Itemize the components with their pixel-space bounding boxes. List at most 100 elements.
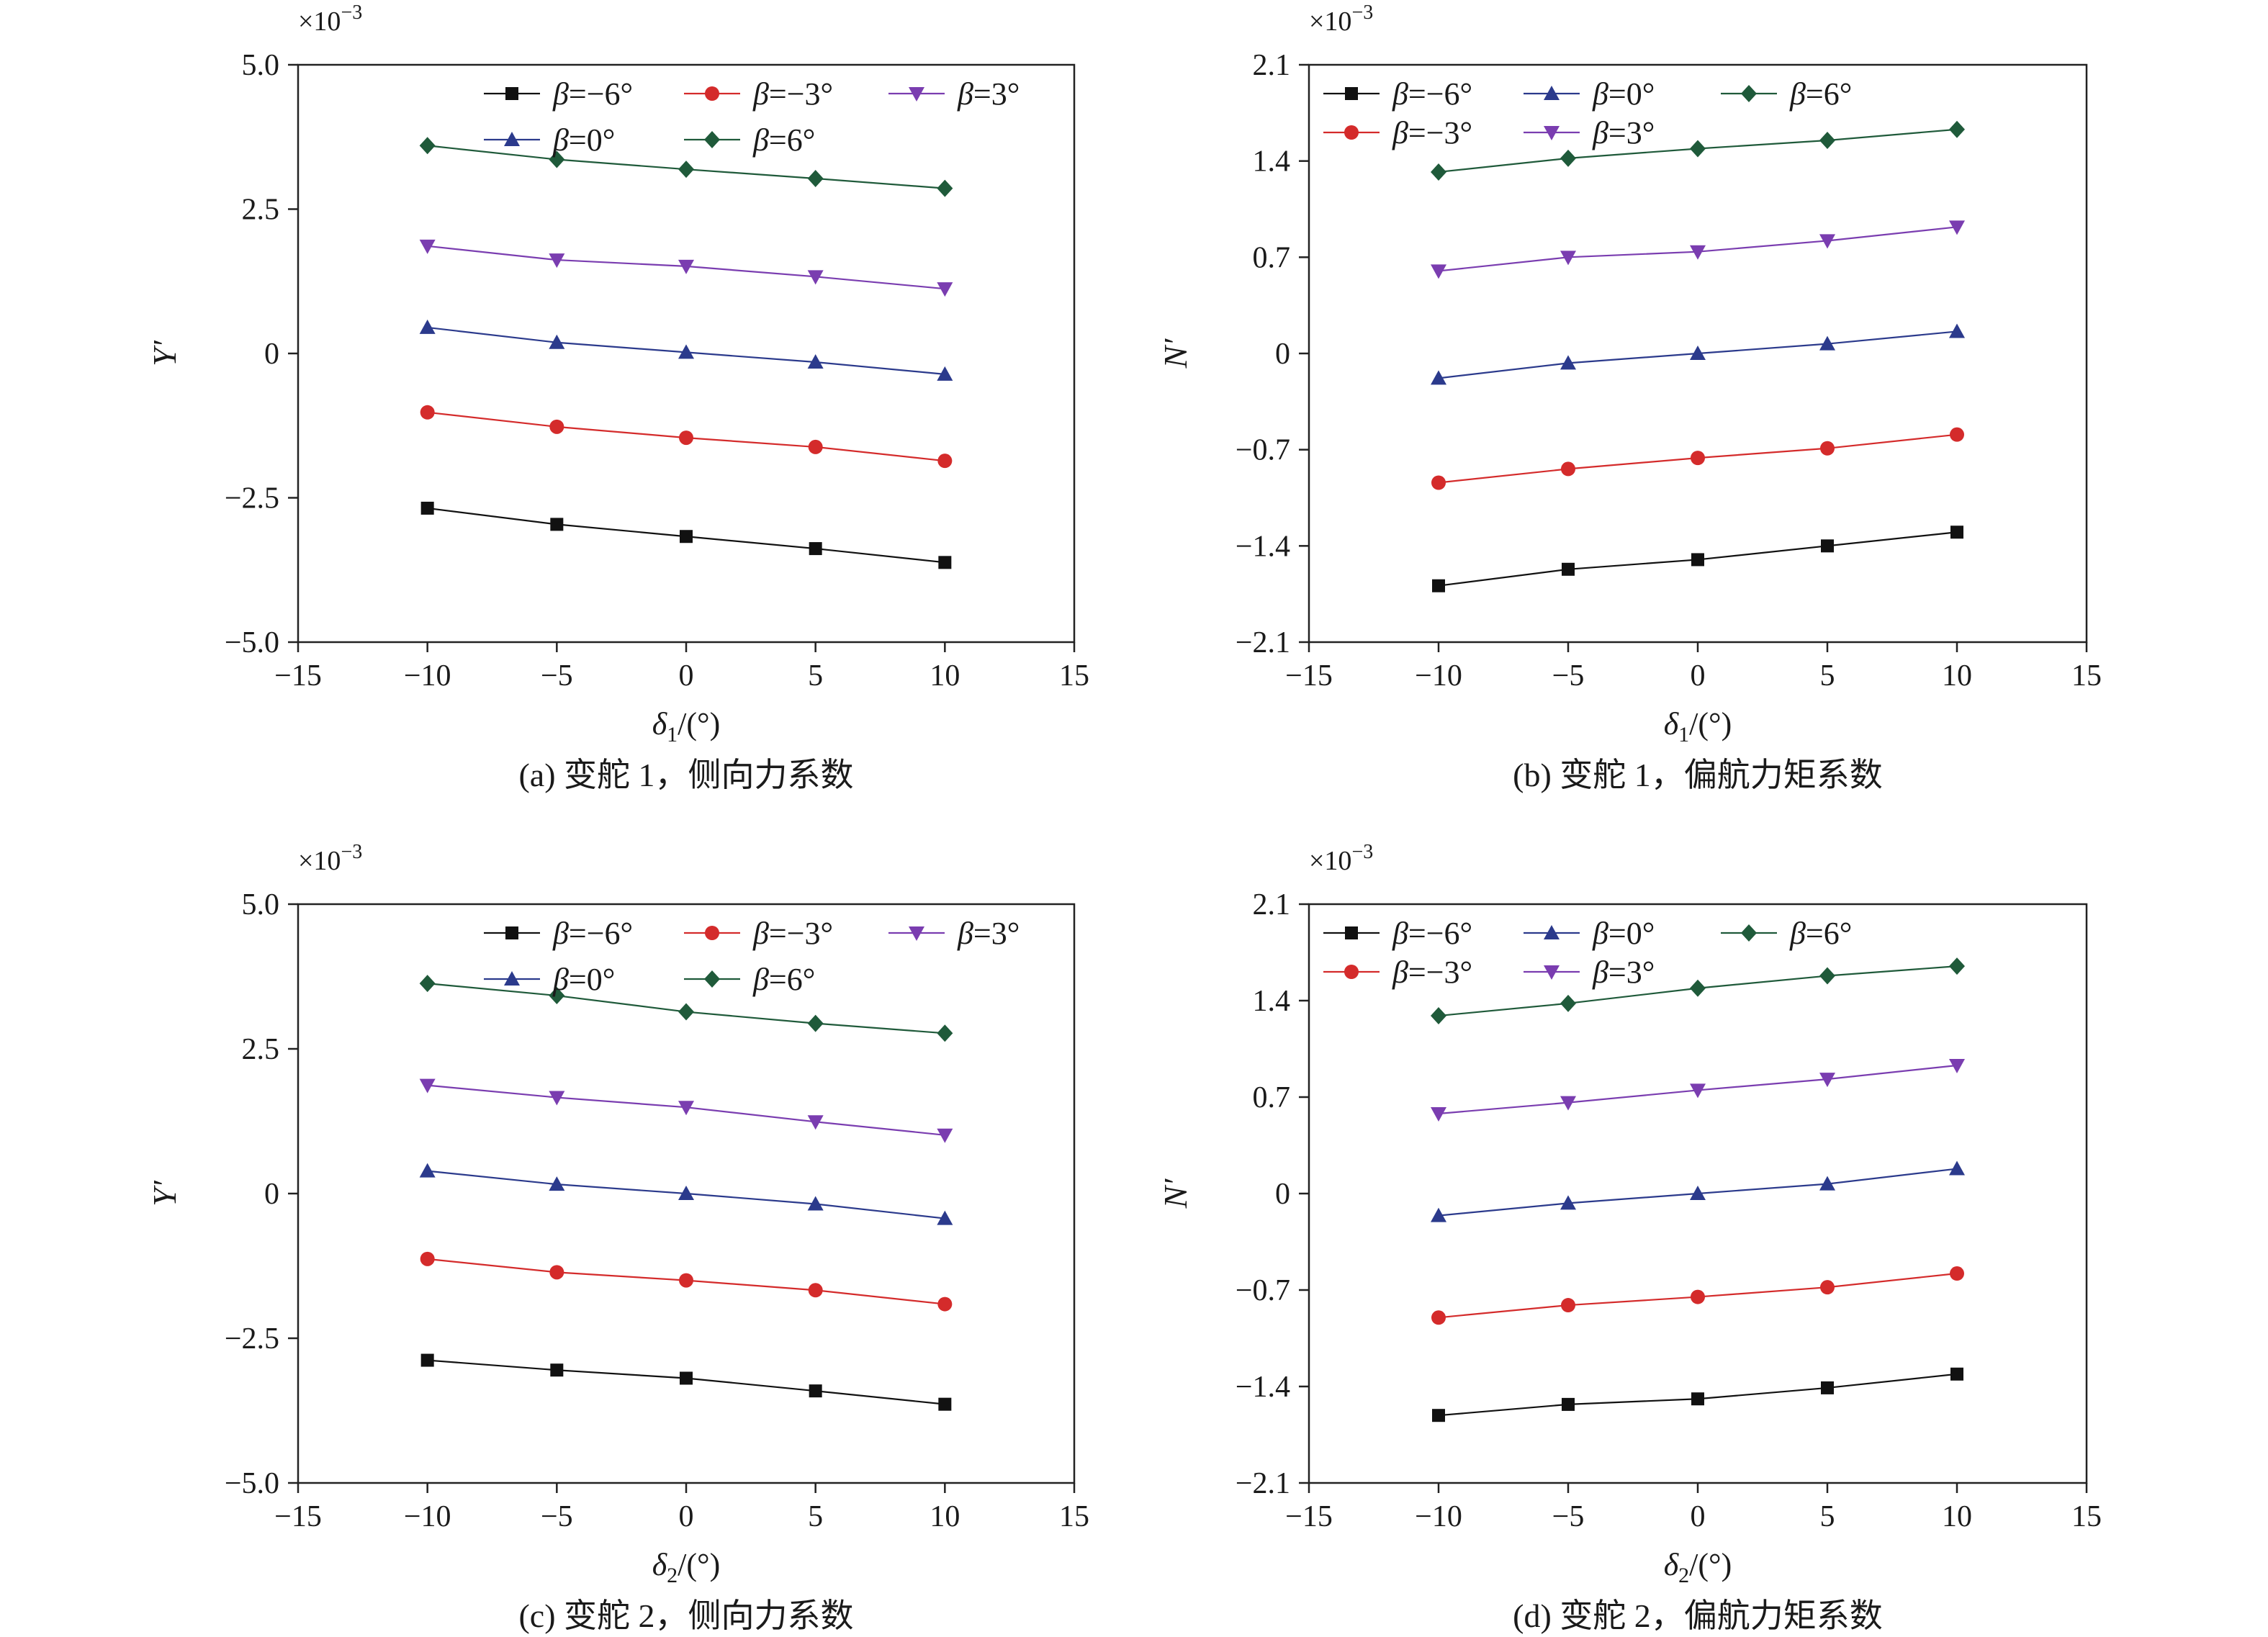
x-tick-label: −5	[541, 659, 573, 693]
data-point	[1690, 1186, 1706, 1200]
legend-marker	[1741, 924, 1757, 942]
y-tick-label: −5.0	[225, 1467, 279, 1500]
x-tick-label: 15	[2071, 1500, 2102, 1533]
x-tick-label: −15	[1285, 659, 1333, 693]
y-tick-label: 2.5	[242, 1033, 280, 1066]
legend: β=−6° β=−3° β=3° β=0° β=6°	[484, 76, 1020, 158]
panel-caption: (c) 变舵 2，侧向力系数	[518, 1597, 853, 1634]
legend-marker	[1544, 126, 1560, 140]
legend-label: β=−6°	[1392, 76, 1472, 112]
data-point	[549, 987, 565, 1005]
x-tick-label: −10	[404, 659, 451, 693]
data-point	[678, 259, 694, 274]
legend-label: β=−3°	[1392, 955, 1472, 990]
data-point	[1819, 1176, 1835, 1191]
y-tick-label: 2.1	[1253, 888, 1291, 921]
legend-item: β=6°	[1721, 76, 1852, 112]
series-β=3°	[1431, 1058, 1965, 1122]
legend-label: β=0°	[1592, 76, 1655, 112]
chart-panel-3: −15 −10 −5 0 5 10 15 −5.0 −2.5 0 2.5 5.0 ×10−3 Y′ δ2/(…	[146, 841, 1089, 1634]
y-axis-label: Y′	[146, 340, 183, 366]
data-point	[1819, 1073, 1835, 1088]
series-β=−3°	[1431, 1266, 1964, 1325]
data-point	[1691, 451, 1705, 466]
x-tick-label: −15	[274, 1500, 322, 1533]
data-point	[1949, 120, 1965, 138]
data-point	[937, 1128, 953, 1143]
data-point	[1949, 323, 1965, 338]
data-point	[809, 542, 822, 556]
legend-marker	[909, 87, 924, 102]
x-tick-label: −10	[1415, 659, 1462, 693]
legend-marker	[1741, 85, 1757, 102]
series-β=0°	[419, 1163, 953, 1225]
data-point	[1950, 1266, 1964, 1281]
series-β=0°	[1431, 323, 1965, 385]
y-tick-label: −0.7	[1236, 1274, 1290, 1307]
data-point	[1562, 1397, 1575, 1411]
data-point	[807, 1014, 824, 1032]
legend: β=−6° β=0° β=6° β=−3° β=3°	[1323, 76, 1852, 150]
data-point	[678, 1101, 694, 1116]
data-point	[1431, 1106, 1446, 1122]
data-point	[1560, 355, 1576, 370]
data-point	[808, 439, 823, 454]
x-axis-label: δ1/(°)	[1664, 706, 1732, 747]
y-tick-label: 5.0	[242, 888, 280, 921]
x-tick-label: −10	[404, 1500, 451, 1533]
legend-label: β=−3°	[752, 916, 833, 951]
x-tick-label: 15	[1059, 659, 1089, 693]
data-point	[678, 1003, 694, 1021]
data-point	[1950, 427, 1964, 442]
data-point	[1431, 475, 1446, 490]
data-point	[1820, 1280, 1835, 1295]
data-point	[1819, 967, 1835, 985]
x-tick-label: −15	[1285, 1500, 1333, 1533]
y-tick-label: 1.4	[1253, 985, 1291, 1018]
y-tick-label: 0	[264, 338, 279, 371]
legend-item: β=−3°	[684, 916, 833, 951]
y-tick-label: 0.7	[1253, 241, 1291, 274]
data-point	[678, 161, 694, 179]
x-tick-label: 0	[1691, 659, 1706, 693]
series-β=−3°	[1431, 427, 1964, 490]
data-point	[1819, 335, 1835, 351]
legend-item: β=6°	[684, 962, 815, 997]
data-point	[937, 454, 953, 469]
panel-caption: (b) 变舵 1，偏航力矩系数	[1513, 757, 1883, 793]
data-point	[809, 1384, 822, 1398]
legend-label: β=−6°	[552, 916, 633, 951]
legend-marker	[705, 926, 719, 940]
x-tick-label: 5	[808, 659, 823, 693]
data-point	[549, 1265, 564, 1280]
chart-panel-2: −15 −10 −5 0 5 10 15 −2.1 −1.4 −0.7 0 0.7 1.4 2.1 ×10−…	[1157, 1, 2102, 793]
data-point	[937, 282, 953, 297]
legend-item: β=3°	[1524, 955, 1655, 990]
data-point	[1431, 1310, 1446, 1325]
data-point	[1431, 1207, 1446, 1222]
legend-item: β=6°	[684, 122, 815, 158]
legend-marker	[1345, 926, 1358, 939]
data-point	[1821, 539, 1834, 553]
legend-label: β=0°	[1592, 916, 1655, 951]
y-tick-label: 0	[264, 1178, 279, 1211]
data-point	[419, 1078, 436, 1093]
data-point	[549, 253, 565, 269]
data-point	[1821, 1381, 1834, 1394]
data-point	[807, 354, 824, 369]
legend: β=−6° β=−3° β=3° β=0° β=6°	[484, 916, 1020, 997]
legend-label: β=3°	[957, 76, 1020, 112]
x-tick-label: 0	[679, 1500, 694, 1533]
legend-label: β=3°	[957, 916, 1020, 951]
data-point	[1690, 346, 1706, 360]
data-point	[1561, 461, 1575, 477]
x-tick-label: 10	[1942, 659, 1972, 693]
legend-marker	[1544, 925, 1560, 939]
legend-marker	[504, 132, 520, 146]
legend-label: β=6°	[1789, 916, 1852, 951]
series-β=−6°	[1432, 526, 1963, 592]
series-β=−6°	[1432, 1367, 1963, 1422]
legend-item: β=−6°	[1323, 916, 1472, 951]
series-β=6°	[419, 975, 953, 1042]
data-point	[1560, 994, 1576, 1012]
